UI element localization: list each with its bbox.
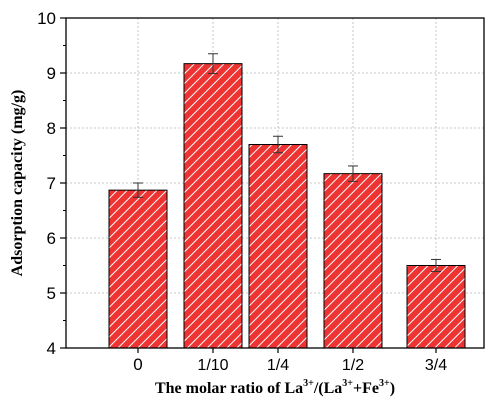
bar xyxy=(108,189,168,349)
x-tick-label: 0 xyxy=(133,355,142,374)
y-tick-label: 8 xyxy=(47,119,56,138)
y-tick-label: 10 xyxy=(37,9,56,28)
y-tick-label: 7 xyxy=(47,174,56,193)
x-tick-label: 1/2 xyxy=(342,357,364,374)
x-tick-label: 1/4 xyxy=(267,357,289,374)
bar xyxy=(248,144,308,349)
bars xyxy=(108,63,466,349)
x-tick-label: 3/4 xyxy=(425,357,447,374)
bar xyxy=(323,173,383,349)
y-tick-label: 5 xyxy=(47,284,56,303)
x-axis-title: The molar ratio of La3+/(La3++Fe3+) xyxy=(155,378,395,397)
y-tick-label: 9 xyxy=(47,64,56,83)
bar xyxy=(183,63,243,349)
bar xyxy=(406,265,466,349)
y-tick-label: 4 xyxy=(47,339,56,358)
y-axis-ticks: 4 5 6 7 8 9 10 xyxy=(37,9,66,358)
y-axis-title: Adsorption capacity (mg/g) xyxy=(9,90,26,277)
error-bars xyxy=(133,53,441,273)
x-tick-label: 1/10 xyxy=(197,357,228,374)
x-axis-ticks: 0 1/10 1/4 1/2 3/4 xyxy=(133,348,447,374)
y-tick-label: 6 xyxy=(47,229,56,248)
